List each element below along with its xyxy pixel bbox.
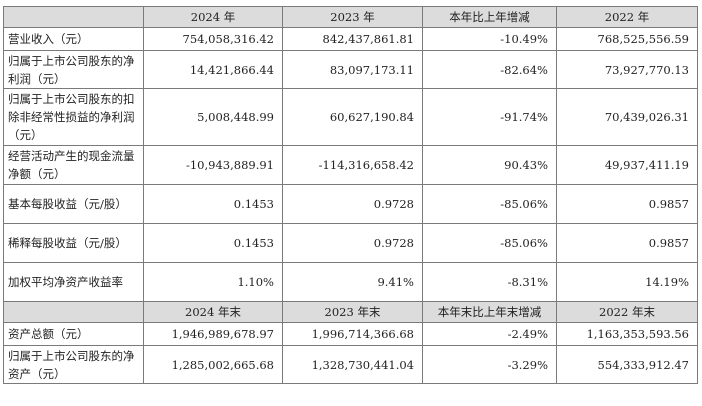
- header-2023: 2023 年: [282, 6, 423, 28]
- row-label: 归属于上市公司股东的净利润（元）: [3, 50, 144, 89]
- header-change-end: 本年末比上年末增减: [422, 301, 557, 323]
- header-2024-end: 2024 年末: [143, 301, 283, 323]
- header-2022: 2022 年: [556, 6, 698, 28]
- cell-value: 0.9857: [556, 223, 698, 263]
- cell-value: 0.1453: [143, 184, 283, 224]
- row-label: 稀释每股收益（元/股）: [3, 223, 144, 263]
- cell-value: 60,627,190.84: [282, 88, 423, 146]
- cell-value: 9.41%: [282, 262, 423, 302]
- row-label: 基本每股收益（元/股）: [3, 184, 144, 224]
- cell-value: 768,525,556.59: [556, 27, 698, 51]
- header-2023-end: 2023 年末: [282, 301, 423, 323]
- header-corner: [3, 6, 144, 28]
- cell-value: 49,937,411.19: [556, 145, 698, 185]
- cell-value: 83,097,173.11: [282, 50, 423, 89]
- cell-value: 0.9728: [282, 223, 423, 263]
- header-corner: [3, 301, 144, 323]
- cell-value: 1,946,989,678.97: [143, 322, 283, 346]
- cell-value: 14,421,866.44: [143, 50, 283, 89]
- cell-value: 842,437,861.81: [282, 27, 423, 51]
- row-label: 经营活动产生的现金流量净额（元）: [3, 145, 144, 185]
- financial-table-container: 2024 年 2023 年 本年比上年增减 2022 年 营业收入（元） 754…: [3, 6, 698, 384]
- table-row-revenue: 营业收入（元） 754,058,316.42 842,437,861.81 -1…: [3, 27, 698, 51]
- cell-value: 1,285,002,665.68: [143, 345, 283, 384]
- table-row-net-assets: 归属于上市公司股东的净资产（元） 1,285,002,665.68 1,328,…: [3, 345, 698, 384]
- cell-value: 754,058,316.42: [143, 27, 283, 51]
- header-2022-end: 2022 年末: [556, 301, 698, 323]
- row-label: 归属于上市公司股东的扣除非经常性损益的净利润（元）: [3, 88, 144, 146]
- cell-value: -85.06%: [422, 184, 557, 224]
- row-label: 归属于上市公司股东的净资产（元）: [3, 345, 144, 384]
- cell-value: 1.10%: [143, 262, 283, 302]
- table-row-diluted-eps: 稀释每股收益（元/股） 0.1453 0.9728 -85.06% 0.9857: [3, 223, 698, 263]
- cell-value: -2.49%: [422, 322, 557, 346]
- header-row-annual: 2024 年 2023 年 本年比上年增减 2022 年: [3, 6, 698, 28]
- cell-value: -3.29%: [422, 345, 557, 384]
- cell-value: 73,927,770.13: [556, 50, 698, 89]
- cell-value: 0.9728: [282, 184, 423, 224]
- cell-value: 554,333,912.47: [556, 345, 698, 384]
- cell-value: -82.64%: [422, 50, 557, 89]
- row-label: 加权平均净资产收益率: [3, 262, 144, 302]
- row-label: 资产总额（元）: [3, 322, 144, 346]
- table-row-cash-flow: 经营活动产生的现金流量净额（元） -10,943,889.91 -114,316…: [3, 145, 698, 185]
- cell-value: 14.19%: [556, 262, 698, 302]
- cell-value: 90.43%: [422, 145, 557, 185]
- cell-value: -85.06%: [422, 223, 557, 263]
- row-label: 营业收入（元）: [3, 27, 144, 51]
- table-row-roe: 加权平均净资产收益率 1.10% 9.41% -8.31% 14.19%: [3, 262, 698, 302]
- header-2024: 2024 年: [143, 6, 283, 28]
- cell-value: -8.31%: [422, 262, 557, 302]
- table-row-total-assets: 资产总额（元） 1,946,989,678.97 1,996,714,366.6…: [3, 322, 698, 346]
- cell-value: 0.1453: [143, 223, 283, 263]
- table-row-net-profit: 归属于上市公司股东的净利润（元） 14,421,866.44 83,097,17…: [3, 50, 698, 89]
- table-row-net-profit-excl: 归属于上市公司股东的扣除非经常性损益的净利润（元） 5,008,448.99 6…: [3, 88, 698, 146]
- cell-value: -91.74%: [422, 88, 557, 146]
- cell-value: 70,439,026.31: [556, 88, 698, 146]
- table-row-basic-eps: 基本每股收益（元/股） 0.1453 0.9728 -85.06% 0.9857: [3, 184, 698, 224]
- cell-value: 1,163,353,593.56: [556, 322, 698, 346]
- cell-value: -10.49%: [422, 27, 557, 51]
- cell-value: -114,316,658.42: [282, 145, 423, 185]
- cell-value: 5,008,448.99: [143, 88, 283, 146]
- financial-summary-table: 2024 年 2023 年 本年比上年增减 2022 年 营业收入（元） 754…: [3, 6, 698, 384]
- cell-value: 1,328,730,441.04: [282, 345, 423, 384]
- cell-value: -10,943,889.91: [143, 145, 283, 185]
- header-row-year-end: 2024 年末 2023 年末 本年末比上年末增减 2022 年末: [3, 301, 698, 323]
- cell-value: 0.9857: [556, 184, 698, 224]
- cell-value: 1,996,714,366.68: [282, 322, 423, 346]
- header-change: 本年比上年增减: [422, 6, 557, 28]
